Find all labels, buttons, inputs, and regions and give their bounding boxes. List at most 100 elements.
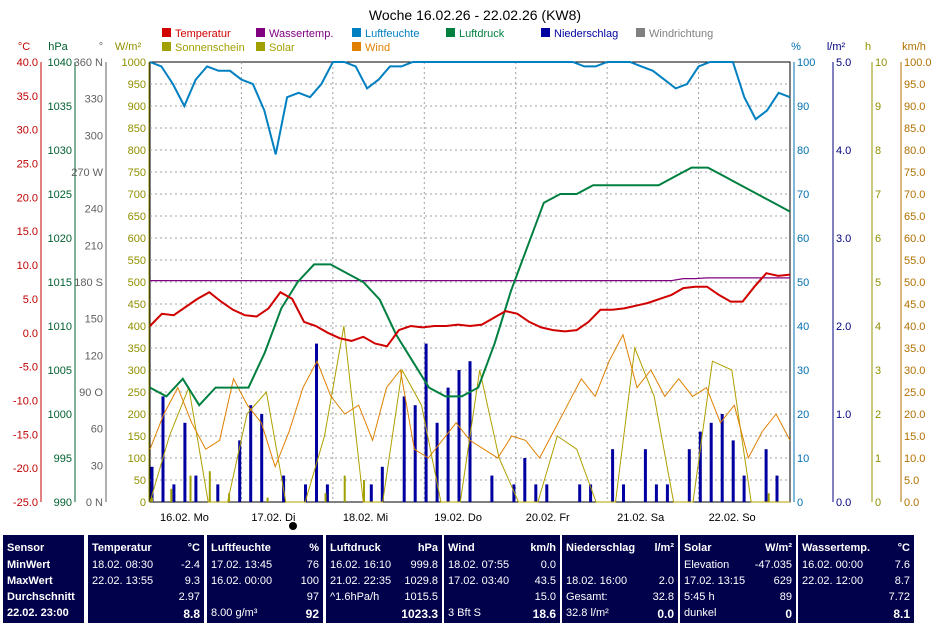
niederschlag-bar	[424, 343, 428, 502]
stats-cell-value: 97	[306, 591, 319, 603]
legend-swatch	[636, 28, 645, 37]
axis-tick-label: 40.0	[904, 321, 925, 333]
axis-tick-label: 270 W	[71, 167, 103, 179]
axis-tick-label: 0.0	[904, 497, 919, 509]
stats-header: Wassertemp.	[802, 542, 871, 554]
axis-tick-label: 20.0	[904, 409, 925, 421]
stats-cell-label: 8.00 g/m³	[211, 607, 258, 619]
stats-cell-label: 22.02. 13:55	[92, 575, 154, 587]
axis-tick-label: 55.0	[904, 255, 925, 267]
niederschlag-bar	[238, 440, 242, 502]
legend-label: Solar	[269, 42, 295, 54]
current-time-marker	[289, 522, 297, 530]
stats-cell-value: 8.8	[183, 607, 200, 621]
axis-tick-label: 5.0	[836, 57, 851, 69]
x-axis-labels: 16.02. Mo 17.02. Di 18.02. Mi 19.02. Do 20.0…	[160, 512, 756, 524]
stats-cell-label: 18.02. 16:00	[566, 575, 628, 587]
stats-cell-label: 32.8 l/m²	[566, 607, 609, 619]
axis-tick-label: -10.0	[13, 395, 38, 407]
stats-cell-value: 1029.8	[404, 575, 438, 587]
axis-tick-label: 90	[797, 101, 809, 113]
niederschlag-bar	[161, 396, 165, 502]
stats-header: Wind	[448, 542, 475, 554]
axis-tick-label: 3.0	[836, 233, 851, 245]
axis-tick-label: 10.0	[904, 453, 925, 465]
axis-tick-label: 330	[85, 94, 103, 106]
stats-cell-value: 1023.3	[401, 607, 438, 621]
axis-tick-label: 2.0	[836, 321, 851, 333]
stats-cell-value: 100	[300, 575, 319, 587]
stats-cell-value: 7.72	[888, 591, 910, 603]
wassertemp-line	[150, 277, 790, 282]
axis-tick-label: 1000	[122, 57, 146, 69]
axis-tick-label: 800	[128, 145, 146, 157]
sonnenschein-bar	[266, 497, 269, 502]
axis-unit-label: km/h	[902, 41, 926, 53]
axis-tick-label: 450	[128, 299, 146, 311]
stats-unit: hPa	[417, 542, 438, 554]
stats-cell-label: 17.02. 03:40	[448, 575, 510, 587]
stats-cell-value: 32.8	[652, 591, 674, 603]
axis-tick-label: 360 N	[74, 57, 103, 69]
axis-tick-label: 10	[797, 453, 809, 465]
stats-cell-value: -47.035	[754, 559, 792, 571]
stats-header: Solar	[684, 542, 712, 554]
x-axis-label: 16.02. Mo	[160, 512, 209, 524]
niederschlag-bar	[589, 484, 593, 502]
axis-tick-label: 995	[54, 453, 72, 465]
legend-swatch	[256, 28, 265, 37]
sonnenschein-bar	[189, 475, 192, 502]
stats-cell-label: 16.02. 16:10	[330, 559, 392, 571]
niederschlag-bar	[578, 484, 582, 502]
stats-cell-value: 18.6	[532, 607, 556, 621]
axis-tick-label: 70.0	[904, 189, 925, 201]
legend-label: Wind	[365, 42, 390, 54]
stats-min-label: MinWert	[7, 559, 51, 571]
axis-tick-label: 0	[875, 497, 881, 509]
stats-cell-value: 15.0	[534, 591, 556, 603]
niederschlag-bar	[194, 475, 198, 502]
axis-tick-label: 8	[875, 145, 881, 157]
axis-tick-label: 1	[875, 453, 881, 465]
stats-solar: Solar W/m² Elevation -47.035 17.02. 13:15 629…	[680, 535, 796, 623]
legend-label: Temperatur	[175, 28, 231, 40]
stats-sensor: Sensor MinWert MaxWert Durchschnitt 22.0…	[3, 535, 84, 623]
stats-cell-label: 18.02. 08:30	[92, 559, 154, 571]
legend-swatch	[256, 42, 265, 51]
statistics-panel: Sensor MinWert MaxWert Durchschnitt 22.0…	[0, 532, 950, 625]
stats-current-label: 22.02. 23:00	[7, 607, 69, 619]
niederschlag-bar	[150, 466, 154, 502]
axis-tick-label: 600	[128, 233, 146, 245]
niederschlag-bar	[325, 484, 329, 502]
niederschlag-bar	[643, 449, 647, 502]
niederschlag-bar	[304, 484, 307, 502]
sonnenschein-bar	[228, 493, 231, 502]
stats-cell-label: 17.02. 13:45	[211, 559, 273, 571]
stats-cell-value: 1015.5	[404, 591, 438, 603]
axis-tick-label: 85.0	[904, 123, 925, 135]
stats-header: Luftdruck	[330, 542, 381, 554]
stats-cell-value: 7.6	[894, 559, 910, 571]
stats-cell-value: 8.7	[894, 575, 910, 587]
axis-tick-label: 0.0	[23, 328, 38, 340]
axis-tick-label: 5.0	[904, 475, 919, 487]
stats-cell-value: 0	[785, 607, 792, 621]
axis-unit-label: °C	[18, 41, 30, 53]
axis-tick-label: 700	[128, 189, 146, 201]
axis-tick-label: 550	[128, 255, 146, 267]
legend-label: Wassertemp.	[269, 28, 333, 40]
legend-label: Luftfeuchte	[365, 28, 419, 40]
axis-tick-label: 3	[875, 365, 881, 377]
sonnenschein-bar	[767, 493, 770, 502]
niederschlag-bar	[315, 343, 318, 502]
stats-unit: W/m²	[765, 542, 792, 554]
axis-tick-label: 70	[797, 189, 809, 201]
stats-cell-label: 18.02. 07:55	[448, 559, 510, 571]
axis-tick-label: 40	[797, 321, 809, 333]
axis-tick-label: 100	[128, 453, 146, 465]
axis-tick-label: 25.0	[17, 159, 38, 171]
axis-tick-label: 65.0	[904, 211, 925, 223]
axis-tick-label: 850	[128, 123, 146, 135]
axis-tick-label: -20.0	[13, 463, 38, 475]
axis-tick-label: 1040	[48, 57, 72, 69]
